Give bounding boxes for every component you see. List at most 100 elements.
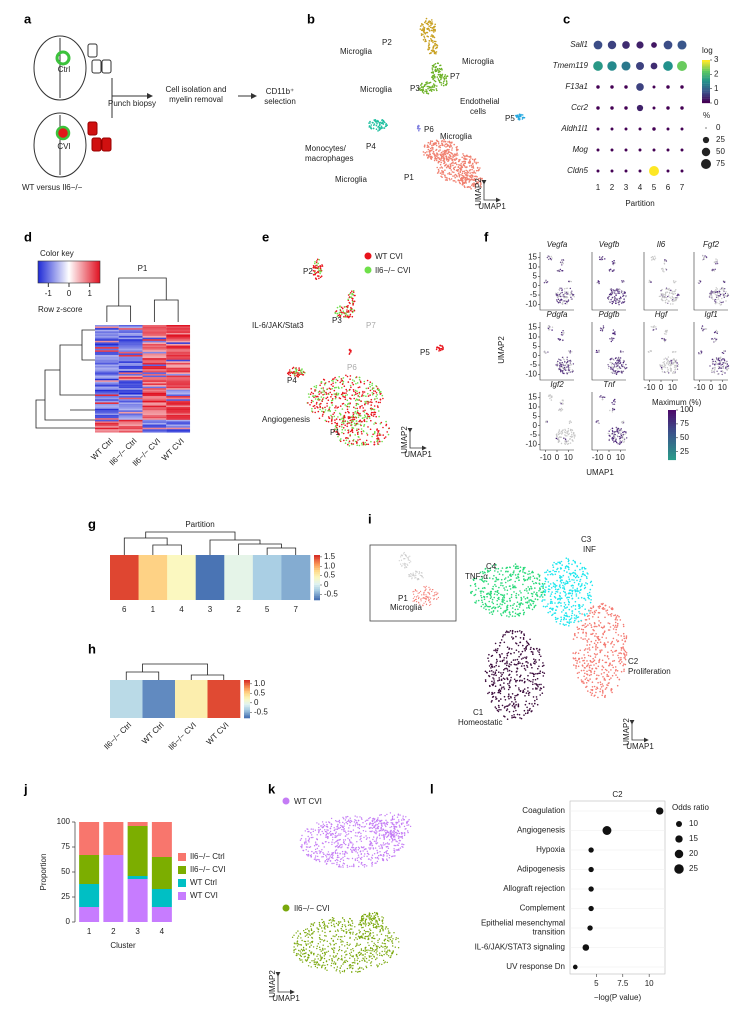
umap-cell xyxy=(557,598,559,600)
umap-cell xyxy=(431,30,433,32)
panel-letter: e xyxy=(262,229,269,244)
umap-cell xyxy=(609,663,611,665)
umap-cell xyxy=(614,373,615,374)
umap-cell xyxy=(426,18,428,20)
dendrogram xyxy=(107,306,131,322)
umap-cell xyxy=(405,565,406,566)
umap-cell xyxy=(318,391,320,393)
heatmap-cell xyxy=(166,358,190,360)
umap-cell xyxy=(612,408,613,409)
umap-cell xyxy=(460,163,462,165)
umap-cell xyxy=(598,616,600,618)
umap-cell xyxy=(667,369,668,370)
umap-cell xyxy=(514,679,516,681)
umap-cell xyxy=(319,418,321,420)
heatmap-cell xyxy=(166,366,190,368)
umap-cell xyxy=(562,429,563,430)
umap-cell xyxy=(336,379,338,381)
umap-cell xyxy=(722,293,723,294)
umap-cell xyxy=(666,362,667,363)
umap-cell xyxy=(434,74,436,76)
umap-cell xyxy=(424,41,426,43)
umap-cell xyxy=(615,625,617,627)
umap-cell xyxy=(671,362,672,363)
umap-cell xyxy=(713,269,714,270)
umap-cell xyxy=(519,630,521,632)
heatmap-cell xyxy=(119,352,143,354)
umap-cell xyxy=(326,405,328,407)
umap-cell xyxy=(714,300,715,301)
umap-cell xyxy=(537,678,539,680)
umap-cell xyxy=(345,399,347,401)
umap-cell xyxy=(335,396,337,398)
heatmap-cell xyxy=(119,426,143,428)
umap-cell xyxy=(357,393,359,395)
heatmap-cell xyxy=(119,336,143,338)
umap-cell xyxy=(585,679,587,681)
umap-cell xyxy=(619,359,620,360)
umap-cell xyxy=(441,166,443,168)
umap-cell xyxy=(436,160,438,162)
umap-cell xyxy=(435,63,437,65)
umap-cell xyxy=(542,583,544,585)
umap-cell xyxy=(566,362,567,363)
umap-cell xyxy=(318,259,320,261)
umap-cell xyxy=(355,416,357,418)
umap-cell xyxy=(582,625,584,627)
umap-cell xyxy=(586,666,588,668)
umap-cell xyxy=(572,294,573,295)
umap-cell xyxy=(385,123,387,125)
heatmap-cell xyxy=(143,417,167,419)
umap-cell xyxy=(560,605,562,607)
umap-cell xyxy=(368,444,370,446)
umap-cell xyxy=(612,369,613,370)
dendrogram xyxy=(119,278,167,306)
tube xyxy=(102,60,111,73)
umap-cell xyxy=(665,333,666,334)
umap-cell xyxy=(356,442,358,444)
umap-cell xyxy=(611,294,612,295)
umap-cell xyxy=(677,297,678,298)
umap-cell xyxy=(423,151,425,153)
heatmap-cell xyxy=(95,369,119,371)
umap-cell xyxy=(493,671,495,673)
heatmap-cell xyxy=(166,402,190,404)
umap-cell xyxy=(433,65,435,67)
umap-cell xyxy=(341,387,343,389)
heatmap-cell xyxy=(166,409,190,411)
umap-cell xyxy=(719,291,720,292)
umap-cell xyxy=(723,295,724,296)
umap-cell xyxy=(482,604,484,606)
heatmap-cell xyxy=(95,395,119,397)
umap-label: P7 xyxy=(366,321,376,330)
umap-cell xyxy=(371,399,373,401)
umap-cell xyxy=(608,658,610,660)
umap-cell xyxy=(607,685,609,687)
umap-cell xyxy=(339,426,341,428)
umap-cell xyxy=(409,556,410,557)
umap-cell xyxy=(456,164,458,166)
umap-cell xyxy=(493,680,495,682)
umap-cell xyxy=(617,359,618,360)
umap-cell xyxy=(435,53,437,55)
umap-cell xyxy=(514,699,516,701)
umap-cell xyxy=(531,667,533,669)
umap-cell xyxy=(565,435,566,436)
umap-cell xyxy=(579,569,581,571)
umap-cell xyxy=(461,180,463,182)
heatmap-cell xyxy=(95,410,119,412)
umap-cell xyxy=(597,352,598,353)
umap-cell xyxy=(548,591,550,593)
umap-cell xyxy=(558,571,560,573)
umap-label: P6 xyxy=(347,363,357,372)
umap-cell xyxy=(722,368,723,369)
umap-cell xyxy=(571,281,572,282)
umap-cell xyxy=(501,688,503,690)
umap-cell xyxy=(471,165,473,167)
umap-cell xyxy=(675,367,676,368)
umap-cell xyxy=(625,659,627,661)
umap-cell xyxy=(428,82,430,84)
umap-cell xyxy=(605,646,607,648)
umap-cell xyxy=(712,368,713,369)
umap-cell xyxy=(349,406,351,408)
